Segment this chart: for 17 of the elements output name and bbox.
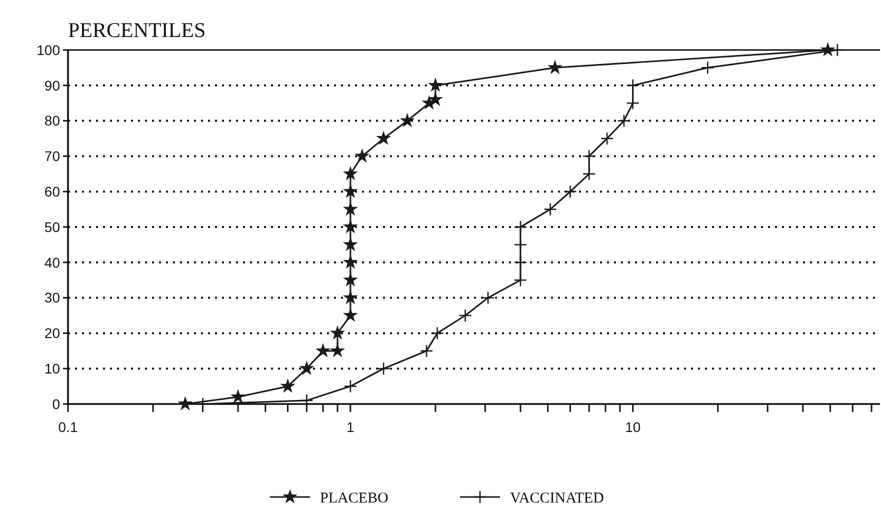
y-tick-label: 20 <box>44 325 60 342</box>
y-tick-label: 10 <box>44 360 60 376</box>
y-tick-label: 70 <box>44 148 60 164</box>
y-tick-label: 60 <box>44 184 60 200</box>
legend-label: VACCINATED <box>510 490 604 506</box>
x-tick-label: 0.1 <box>58 419 78 435</box>
legend-label: PLACEBO <box>320 490 389 506</box>
y-tick-label: 80 <box>44 112 60 129</box>
x-tick-label: 1 <box>346 419 355 435</box>
y-tick-label: 100 <box>36 42 60 58</box>
y-axis-title: PERCENTILES <box>68 18 206 42</box>
y-tick-label: 90 <box>44 77 60 94</box>
y-tick-label: 50 <box>44 218 60 235</box>
x-tick-label: 10 <box>625 419 641 435</box>
y-tick-label: 0 <box>52 396 60 412</box>
y-tick-label: 40 <box>44 254 60 270</box>
y-tick-label: 30 <box>44 290 60 306</box>
